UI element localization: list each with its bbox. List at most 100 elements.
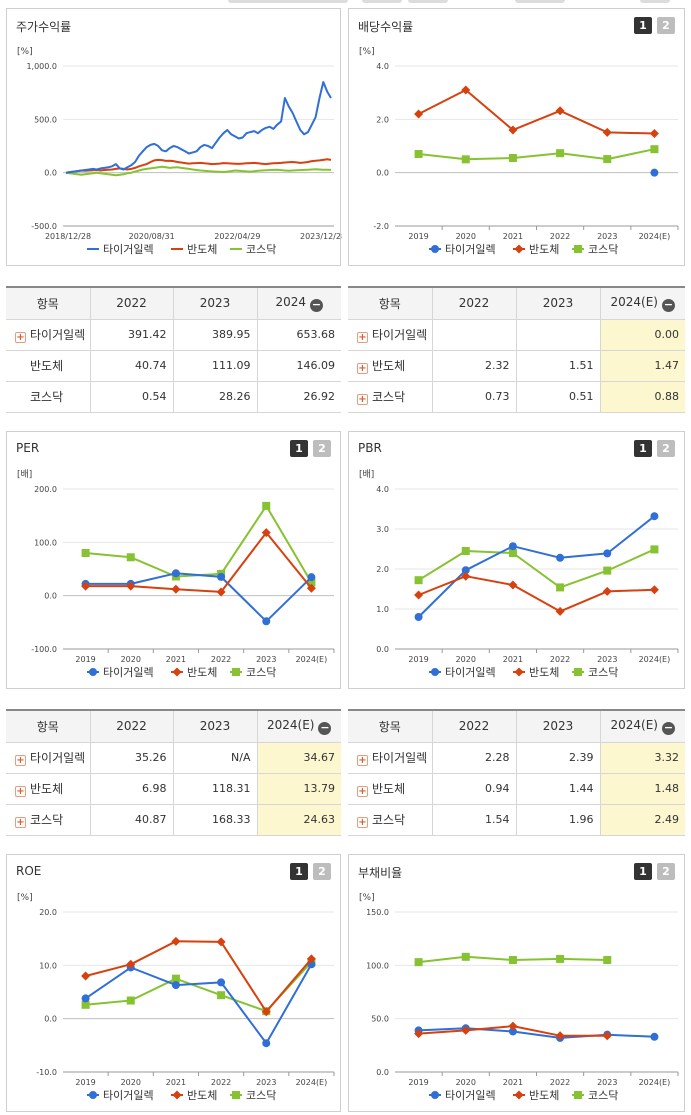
- data-point-semi[interactable]: [414, 109, 424, 119]
- data-point-kosdaq[interactable]: [414, 958, 423, 967]
- data-point-tiger[interactable]: [217, 978, 226, 987]
- legend-item-kosdaq[interactable]: 코스닥: [230, 243, 276, 256]
- data-point-kosdaq[interactable]: [262, 501, 271, 510]
- data-point-semi[interactable]: [508, 125, 518, 135]
- data-point-semi[interactable]: [508, 580, 518, 590]
- legend-item-kosdaq[interactable]: 코스닥: [572, 243, 618, 256]
- plus-icon[interactable]: +: [357, 363, 368, 374]
- data-point-kosdaq[interactable]: [508, 956, 517, 964]
- plus-icon[interactable]: +: [15, 755, 26, 766]
- data-point-semi[interactable]: [171, 584, 181, 594]
- row-label-cell[interactable]: + 반도체: [348, 350, 432, 382]
- data-point-kosdaq[interactable]: [508, 154, 517, 162]
- data-point-semi[interactable]: [602, 586, 612, 596]
- legend-item-tiger[interactable]: 타이거일렉: [429, 665, 496, 679]
- data-point-tiger[interactable]: [603, 549, 612, 558]
- legend-item-semi[interactable]: 반도체: [171, 1089, 217, 1102]
- data-point-tiger[interactable]: [262, 617, 271, 626]
- tab-2-button[interactable]: 2: [657, 863, 675, 880]
- minus-icon[interactable]: −: [661, 720, 675, 735]
- tab-1-button[interactable]: 1: [634, 440, 652, 457]
- data-point-tiger[interactable]: [461, 566, 470, 575]
- row-label-cell[interactable]: + 반도체: [6, 773, 90, 805]
- data-point-semi[interactable]: [649, 128, 659, 138]
- data-point-semi[interactable]: [171, 936, 181, 946]
- data-point-semi[interactable]: [461, 1025, 471, 1035]
- data-point-kosdaq[interactable]: [461, 547, 470, 555]
- row-label-cell[interactable]: + 타이거일렉: [6, 319, 90, 351]
- legend-item-tiger[interactable]: 타이거일렉: [87, 1088, 154, 1102]
- data-point-semi[interactable]: [555, 1031, 565, 1041]
- data-point-kosdaq[interactable]: [556, 954, 565, 963]
- data-point-tiger[interactable]: [508, 1027, 517, 1036]
- plus-icon[interactable]: +: [357, 817, 368, 828]
- data-point-semi[interactable]: [306, 583, 316, 593]
- row-label-cell[interactable]: + 반도체: [348, 773, 432, 805]
- data-point-kosdaq[interactable]: [556, 149, 565, 158]
- data-point-tiger[interactable]: [414, 613, 423, 621]
- data-point-tiger[interactable]: [650, 1032, 659, 1041]
- legend-item-kosdaq[interactable]: 코스닥: [572, 666, 618, 679]
- row-label-cell[interactable]: + 타이거일렉: [348, 319, 432, 351]
- plus-icon[interactable]: +: [357, 394, 368, 405]
- data-point-semi[interactable]: [602, 1031, 612, 1041]
- plus-icon[interactable]: +: [15, 786, 26, 797]
- plus-icon[interactable]: +: [15, 817, 26, 828]
- data-point-kosdaq[interactable]: [171, 974, 180, 983]
- data-point-semi[interactable]: [649, 585, 659, 595]
- top-strip-tab[interactable]: [408, 0, 448, 3]
- data-point-kosdaq[interactable]: [81, 549, 90, 557]
- data-point-kosdaq[interactable]: [650, 545, 659, 554]
- tab-2-button[interactable]: 2: [657, 440, 675, 457]
- data-point-tiger[interactable]: [650, 512, 659, 521]
- row-label-cell[interactable]: + 타이거일렉: [348, 742, 432, 774]
- data-point-kosdaq[interactable]: [414, 576, 423, 585]
- data-point-tiger[interactable]: [556, 553, 565, 562]
- legend-item-tiger[interactable]: 타이거일렉: [429, 242, 496, 256]
- data-point-semi[interactable]: [461, 571, 471, 581]
- data-point-semi[interactable]: [555, 606, 565, 616]
- data-point-kosdaq[interactable]: [126, 996, 135, 1005]
- data-point-semi[interactable]: [126, 581, 136, 591]
- legend-item-semi[interactable]: 반도체: [171, 243, 217, 256]
- plus-icon[interactable]: +: [15, 332, 26, 343]
- data-point-kosdaq[interactable]: [650, 145, 659, 154]
- row-label-cell[interactable]: + 타이거일렉: [6, 742, 90, 774]
- data-point-kosdaq[interactable]: [126, 553, 135, 562]
- data-point-kosdaq[interactable]: [508, 549, 517, 557]
- top-strip-tab[interactable]: [362, 0, 402, 3]
- top-strip-tab[interactable]: [515, 0, 565, 3]
- data-point-tiger[interactable]: [508, 542, 517, 551]
- data-point-kosdaq[interactable]: [461, 155, 470, 164]
- data-point-tiger[interactable]: [81, 994, 90, 1003]
- tab-1-button[interactable]: 1: [634, 17, 652, 34]
- legend-item-tiger[interactable]: 타이거일렉: [87, 665, 154, 679]
- data-point-kosdaq[interactable]: [461, 952, 470, 961]
- legend-item-kosdaq[interactable]: 코스닥: [572, 1089, 618, 1102]
- data-point-semi[interactable]: [306, 954, 316, 964]
- data-point-kosdaq[interactable]: [603, 566, 612, 575]
- data-point-semi[interactable]: [81, 971, 91, 981]
- legend-item-semi[interactable]: 반도체: [171, 666, 217, 679]
- plus-icon[interactable]: +: [357, 755, 368, 766]
- minus-icon[interactable]: −: [661, 297, 675, 312]
- data-point-semi[interactable]: [508, 1021, 518, 1031]
- data-point-tiger[interactable]: [650, 168, 659, 177]
- top-strip-tab[interactable]: [640, 0, 670, 3]
- data-point-kosdaq[interactable]: [307, 578, 316, 587]
- row-label-cell[interactable]: + 코스닥: [6, 804, 90, 836]
- tab-2-button[interactable]: 2: [313, 863, 331, 880]
- data-point-tiger[interactable]: [171, 569, 180, 578]
- data-point-semi[interactable]: [216, 587, 226, 597]
- data-point-kosdaq[interactable]: [603, 956, 612, 964]
- plus-icon[interactable]: +: [357, 332, 368, 343]
- tab-2-button[interactable]: 2: [313, 440, 331, 457]
- data-point-semi[interactable]: [414, 590, 424, 600]
- data-point-tiger[interactable]: [262, 1039, 271, 1048]
- data-point-semi[interactable]: [414, 1029, 424, 1039]
- legend-item-tiger[interactable]: 타이거일렉: [87, 242, 154, 256]
- legend-item-semi[interactable]: 반도체: [513, 1089, 559, 1102]
- data-point-semi[interactable]: [602, 127, 612, 137]
- data-point-kosdaq[interactable]: [603, 155, 612, 164]
- data-point-tiger[interactable]: [217, 572, 226, 581]
